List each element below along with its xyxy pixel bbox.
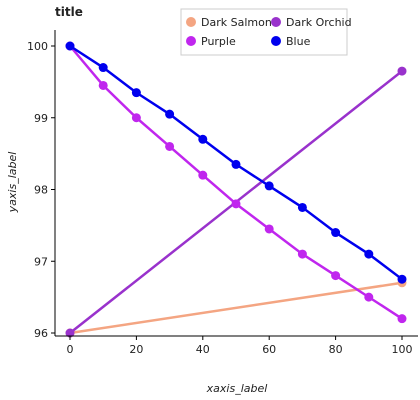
- legend-label-dark-salmon: Dark Salmon: [201, 16, 272, 29]
- y-tick-label: 99: [34, 112, 48, 125]
- legend: Dark Salmon Dark Orchid Purple Blue: [180, 8, 352, 56]
- series-line-purple: [68, 44, 404, 320]
- series-point-purple: [98, 80, 108, 90]
- series-point-blue: [297, 202, 307, 212]
- x-tick-label: 40: [196, 343, 210, 356]
- legend-box: [180, 8, 348, 56]
- series-point-blue: [264, 181, 274, 191]
- series-point-purple: [231, 199, 241, 209]
- legend-label-blue: Blue: [286, 35, 311, 48]
- y-tick-label: 100: [27, 40, 48, 53]
- x-axis-title: xaxis_label: [206, 382, 268, 395]
- series-point-purple: [131, 113, 141, 123]
- legend-label-purple: Purple: [201, 35, 236, 48]
- x-ticks: 0 20 40 60 80 100: [67, 336, 413, 356]
- series-line-dark-salmon: [68, 281, 404, 335]
- legend-marker-purple: [186, 36, 196, 46]
- y-tick-label: 97: [34, 255, 48, 268]
- series-point-blue: [98, 63, 108, 73]
- series-point-dark-orchid: [65, 328, 75, 338]
- legend-marker-dark-salmon: [186, 17, 196, 27]
- series-point-purple: [198, 170, 208, 180]
- x-tick-label: 0: [67, 343, 74, 356]
- series-point-purple: [297, 249, 307, 259]
- legend-marker-dark-orchid: [271, 17, 281, 27]
- series-point-blue: [198, 134, 208, 144]
- legend-label-dark-orchid: Dark Orchid: [286, 16, 352, 29]
- series-point-purple: [364, 292, 374, 302]
- y-tick-label: 96: [34, 327, 48, 340]
- chart-title: title: [55, 5, 83, 19]
- series-point-blue: [231, 159, 241, 169]
- y-tick-label: 98: [34, 184, 48, 197]
- plot-area: [65, 41, 407, 338]
- series-point-blue: [397, 274, 407, 284]
- series-point-blue: [331, 228, 341, 238]
- series-point-blue: [65, 41, 75, 51]
- axes: 0 20 40 60 80 100 96 97 98 99 100: [27, 30, 418, 356]
- y-ticks: 96 97 98 99 100: [27, 40, 55, 340]
- series-point-dark-orchid: [397, 66, 407, 76]
- series-point-purple: [397, 314, 407, 324]
- legend-items: Dark Salmon Dark Orchid Purple Blue: [186, 16, 352, 48]
- series-point-blue: [165, 109, 175, 119]
- series-point-blue: [131, 88, 141, 98]
- series-point-blue: [364, 249, 374, 259]
- series-point-purple: [165, 141, 175, 151]
- legend-marker-blue: [271, 36, 281, 46]
- x-tick-label: 20: [129, 343, 143, 356]
- series-layer: [65, 41, 407, 338]
- series-point-purple: [331, 271, 341, 281]
- x-tick-label: 60: [262, 343, 276, 356]
- x-tick-label: 100: [392, 343, 413, 356]
- y-axis-title: yaxis_label: [6, 152, 19, 214]
- x-tick-label: 80: [329, 343, 343, 356]
- series-point-purple: [264, 224, 274, 234]
